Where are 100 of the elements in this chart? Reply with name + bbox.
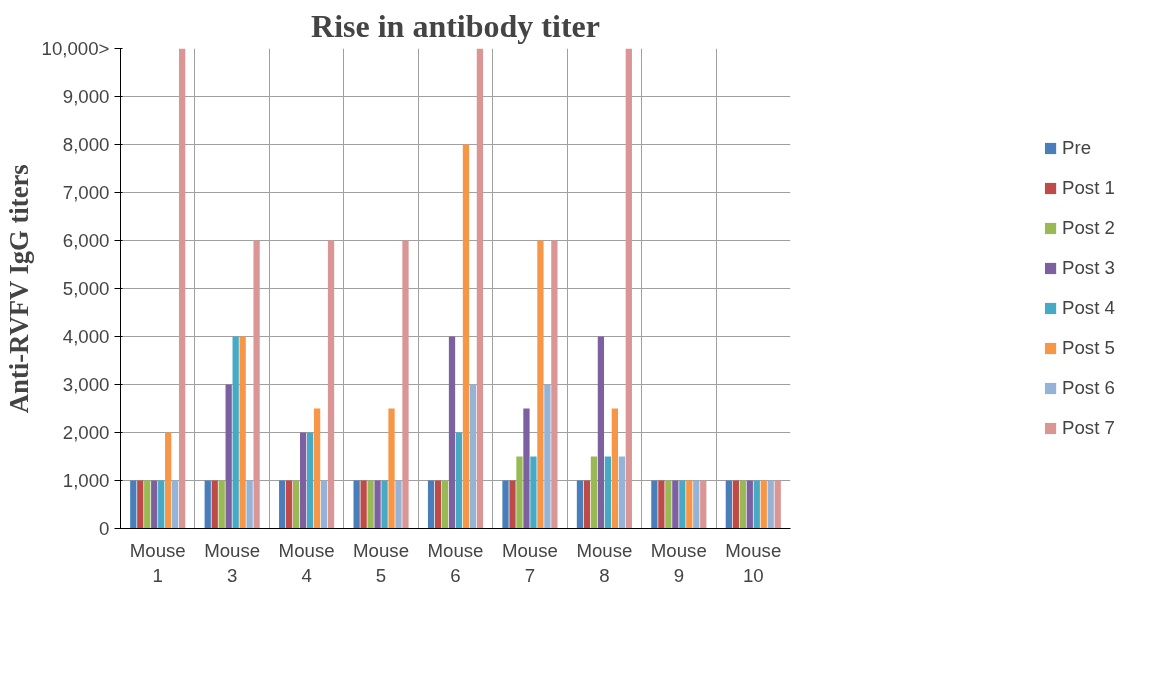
bar	[381, 480, 388, 529]
bar	[353, 480, 360, 529]
bar	[286, 480, 293, 529]
bar	[427, 480, 435, 529]
bar	[665, 480, 672, 529]
bar	[725, 480, 732, 529]
bar	[530, 456, 537, 529]
bar	[299, 432, 307, 529]
bar	[625, 48, 632, 529]
y-tick-label: 0	[99, 518, 110, 539]
bar	[700, 480, 707, 529]
bar	[211, 480, 218, 529]
legend-label: Post 5	[1062, 337, 1115, 359]
bar	[320, 480, 328, 529]
bar	[753, 480, 760, 529]
bar	[658, 480, 665, 529]
bar	[279, 480, 286, 529]
x-tick-label: Mouse 8	[576, 539, 633, 586]
bar	[455, 432, 463, 529]
bar	[693, 480, 700, 529]
y-tick-label: 3,000	[62, 374, 110, 395]
y-tick-label: 1,000	[62, 470, 110, 491]
x-tick-label: Mouse 1	[129, 539, 186, 586]
bar	[618, 456, 625, 529]
bar	[502, 480, 509, 529]
bar	[130, 480, 137, 529]
y-tick-label: 2,000	[62, 422, 110, 443]
x-tick-label: Mouse 5	[353, 539, 410, 586]
bar	[476, 48, 484, 529]
bar	[672, 480, 679, 529]
y-axis-title: Anti-RVFV IgG titers	[3, 164, 34, 414]
bar	[434, 480, 442, 529]
bar	[374, 480, 381, 529]
bar	[204, 480, 211, 529]
bar	[441, 480, 449, 529]
bar	[576, 480, 584, 529]
legend-label: Post 1	[1062, 177, 1115, 199]
x-tick-label: Mouse 3	[204, 539, 261, 586]
bar	[448, 336, 456, 529]
bar	[402, 240, 409, 529]
bar	[232, 336, 239, 529]
y-tick-label: 6,000	[62, 230, 110, 251]
x-tick-label: Mouse 10	[725, 539, 782, 586]
bar	[165, 432, 172, 529]
bar	[151, 480, 158, 529]
bar	[137, 480, 144, 529]
bar	[225, 384, 232, 529]
x-tick-label: Mouse 4	[278, 539, 335, 586]
legend-label: Post 3	[1062, 257, 1115, 279]
bar	[367, 480, 374, 529]
bar	[516, 456, 523, 529]
bar	[509, 480, 516, 529]
bar	[218, 480, 225, 529]
chart-title: Rise in antibody titer	[311, 7, 600, 44]
x-tick-label: Mouse 9	[650, 539, 707, 586]
legend-label: Post 2	[1062, 217, 1115, 239]
bar	[313, 408, 321, 529]
bar	[239, 336, 246, 529]
bar	[360, 480, 367, 529]
bar	[246, 480, 253, 529]
bar	[760, 480, 767, 529]
bar	[651, 480, 658, 529]
bar	[739, 480, 746, 529]
y-tick-label: 7,000	[62, 182, 110, 203]
y-tick-label: 5,000	[62, 278, 110, 299]
bar	[462, 144, 470, 529]
bar	[611, 408, 618, 529]
legend-label: Pre	[1062, 137, 1092, 159]
bar	[544, 384, 551, 529]
legend-label: Post 6	[1062, 377, 1115, 399]
bar	[583, 480, 591, 529]
y-tick-label: 10,000>	[41, 38, 110, 59]
y-tick-label: 9,000	[62, 86, 110, 107]
bar	[774, 480, 781, 529]
bar	[144, 480, 151, 529]
bar	[158, 480, 165, 529]
bar	[551, 240, 558, 529]
bar	[686, 480, 693, 529]
legend-label: Post 4	[1062, 297, 1115, 319]
x-tick-label: Mouse 6	[427, 539, 484, 586]
legend-label: Post 7	[1062, 417, 1115, 439]
bar	[395, 480, 402, 529]
bar	[746, 480, 753, 529]
bar	[604, 456, 612, 529]
bar	[253, 240, 260, 529]
bar	[179, 48, 186, 529]
bar	[590, 456, 598, 529]
x-tick-label: Mouse 7	[501, 539, 558, 586]
bar	[469, 384, 477, 529]
y-tick-label: 4,000	[62, 326, 110, 347]
bar	[388, 408, 395, 529]
bar	[537, 240, 544, 529]
bar	[293, 480, 300, 529]
bar	[767, 480, 774, 529]
y-tick-label: 8,000	[62, 134, 110, 155]
bar	[597, 336, 605, 529]
bar	[523, 408, 530, 529]
bar	[172, 480, 179, 529]
bar	[327, 240, 335, 529]
bar	[306, 432, 314, 529]
